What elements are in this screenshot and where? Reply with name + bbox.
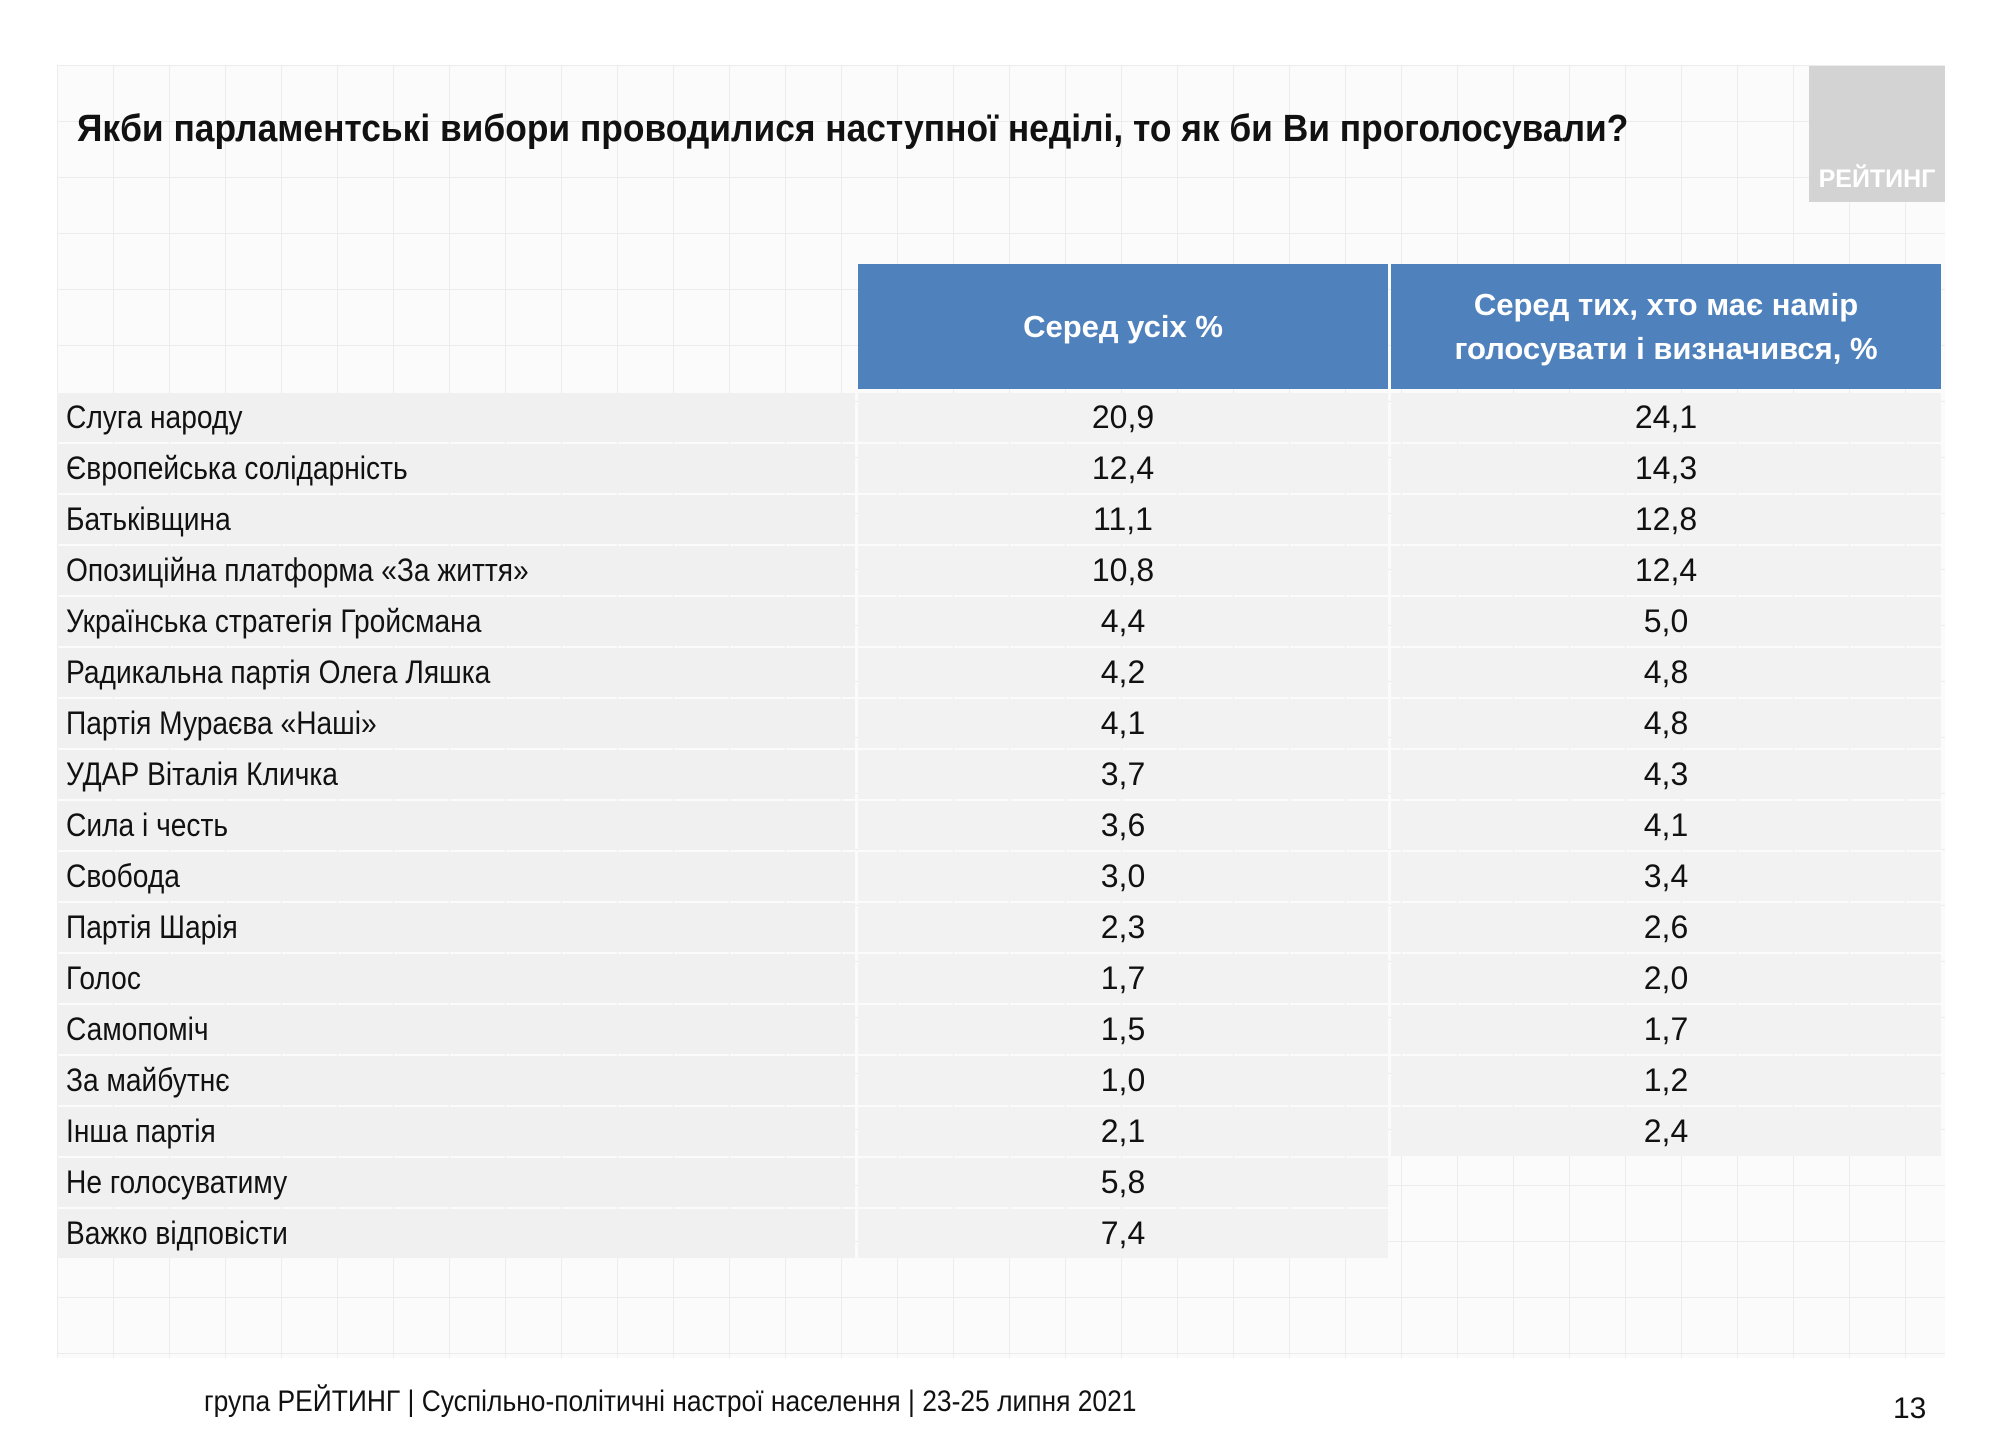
value-all: 7,4 bbox=[858, 1209, 1388, 1258]
value-decided: 4,8 bbox=[1391, 648, 1941, 697]
party-label-text: Сила і честь bbox=[66, 807, 229, 843]
page-number: 13 bbox=[1893, 1392, 1927, 1425]
party-label-text: Українська стратегія Гройсмана bbox=[66, 603, 482, 639]
party-label-text: Свобода bbox=[66, 858, 180, 894]
party-label: Слуга народу bbox=[57, 393, 855, 442]
party-label: Свобода bbox=[57, 852, 855, 901]
party-label-text: За майбутнє bbox=[66, 1062, 230, 1098]
party-label: Партія Шарія bbox=[57, 903, 855, 952]
value-all: 2,1 bbox=[858, 1107, 1388, 1156]
value-all: 3,0 bbox=[858, 852, 1388, 901]
party-label: Опозиційна платформа «За життя» bbox=[57, 546, 855, 595]
value-decided: 4,8 bbox=[1391, 699, 1941, 748]
party-label-text: Радикальна партія Олега Ляшка bbox=[66, 654, 491, 690]
value-decided: 1,2 bbox=[1391, 1056, 1941, 1105]
value-all: 4,4 bbox=[858, 597, 1388, 646]
value-all: 3,6 bbox=[858, 801, 1388, 850]
party-label: Сила і честь bbox=[57, 801, 855, 850]
party-label: За майбутнє bbox=[57, 1056, 855, 1105]
party-label: УДАР Віталія Кличка bbox=[57, 750, 855, 799]
party-label: Радикальна партія Олега Ляшка bbox=[57, 648, 855, 697]
party-label: Важко відповісти bbox=[57, 1209, 855, 1258]
party-label-text: УДАР Віталія Кличка bbox=[66, 756, 338, 792]
value-decided: 24,1 bbox=[1391, 393, 1941, 442]
value-decided: 12,8 bbox=[1391, 495, 1941, 544]
footer-text: група РЕЙТИНГ | Суспільно-політичні наст… bbox=[204, 1385, 1137, 1418]
party-label-text: Голос bbox=[66, 960, 141, 996]
party-label-text: Європейська солідарність bbox=[66, 450, 408, 486]
party-label: Європейська солідарність bbox=[57, 444, 855, 493]
value-all: 11,1 bbox=[858, 495, 1388, 544]
party-label: Батьківщина bbox=[57, 495, 855, 544]
value-all: 2,3 bbox=[858, 903, 1388, 952]
value-decided: 2,4 bbox=[1391, 1107, 1941, 1156]
value-all: 5,8 bbox=[858, 1158, 1388, 1207]
column-header-all: Серед усіх % bbox=[858, 264, 1388, 389]
value-all: 3,7 bbox=[858, 750, 1388, 799]
value-decided: 14,3 bbox=[1391, 444, 1941, 493]
party-label-text: Інша партія bbox=[66, 1113, 216, 1149]
party-label: Партія Мураєва «Наші» bbox=[57, 699, 855, 748]
value-all: 4,2 bbox=[858, 648, 1388, 697]
value-all: 1,5 bbox=[858, 1005, 1388, 1054]
party-label: Голос bbox=[57, 954, 855, 1003]
value-decided: 12,4 bbox=[1391, 546, 1941, 595]
party-label: Інша партія bbox=[57, 1107, 855, 1156]
value-decided: 5,0 bbox=[1391, 597, 1941, 646]
party-label-text: Партія Шарія bbox=[66, 909, 238, 945]
value-all: 10,8 bbox=[858, 546, 1388, 595]
value-all: 12,4 bbox=[858, 444, 1388, 493]
party-label-text: Партія Мураєва «Наші» bbox=[66, 705, 377, 741]
value-decided: 2,0 bbox=[1391, 954, 1941, 1003]
value-all: 20,9 bbox=[858, 393, 1388, 442]
party-label-text: Важко відповісти bbox=[66, 1215, 288, 1251]
party-label: Самопоміч bbox=[57, 1005, 855, 1054]
logo-text: РЕЙТИНГ bbox=[1818, 165, 1936, 193]
party-label: Не голосуватиму bbox=[57, 1158, 855, 1207]
party-label-text: Слуга народу bbox=[66, 399, 243, 435]
column-header-decided: Серед тих, хто має намір голосувати і ви… bbox=[1391, 264, 1941, 389]
page-title: Якби парламентські вибори проводилися на… bbox=[77, 108, 1629, 150]
value-decided: 1,7 bbox=[1391, 1005, 1941, 1054]
rating-logo: РЕЙТИНГ bbox=[1809, 66, 1945, 202]
party-label-text: Самопоміч bbox=[66, 1011, 209, 1047]
value-decided: 4,1 bbox=[1391, 801, 1941, 850]
value-all: 4,1 bbox=[858, 699, 1388, 748]
value-decided: 4,3 bbox=[1391, 750, 1941, 799]
party-label: Українська стратегія Гройсмана bbox=[57, 597, 855, 646]
party-label-text: Батьківщина bbox=[66, 501, 231, 537]
party-label-text: Опозиційна платформа «За життя» bbox=[66, 552, 529, 588]
party-label-text: Не голосуватиму bbox=[66, 1164, 288, 1200]
value-decided: 2,6 bbox=[1391, 903, 1941, 952]
value-all: 1,0 bbox=[858, 1056, 1388, 1105]
value-decided: 3,4 bbox=[1391, 852, 1941, 901]
value-all: 1,7 bbox=[858, 954, 1388, 1003]
